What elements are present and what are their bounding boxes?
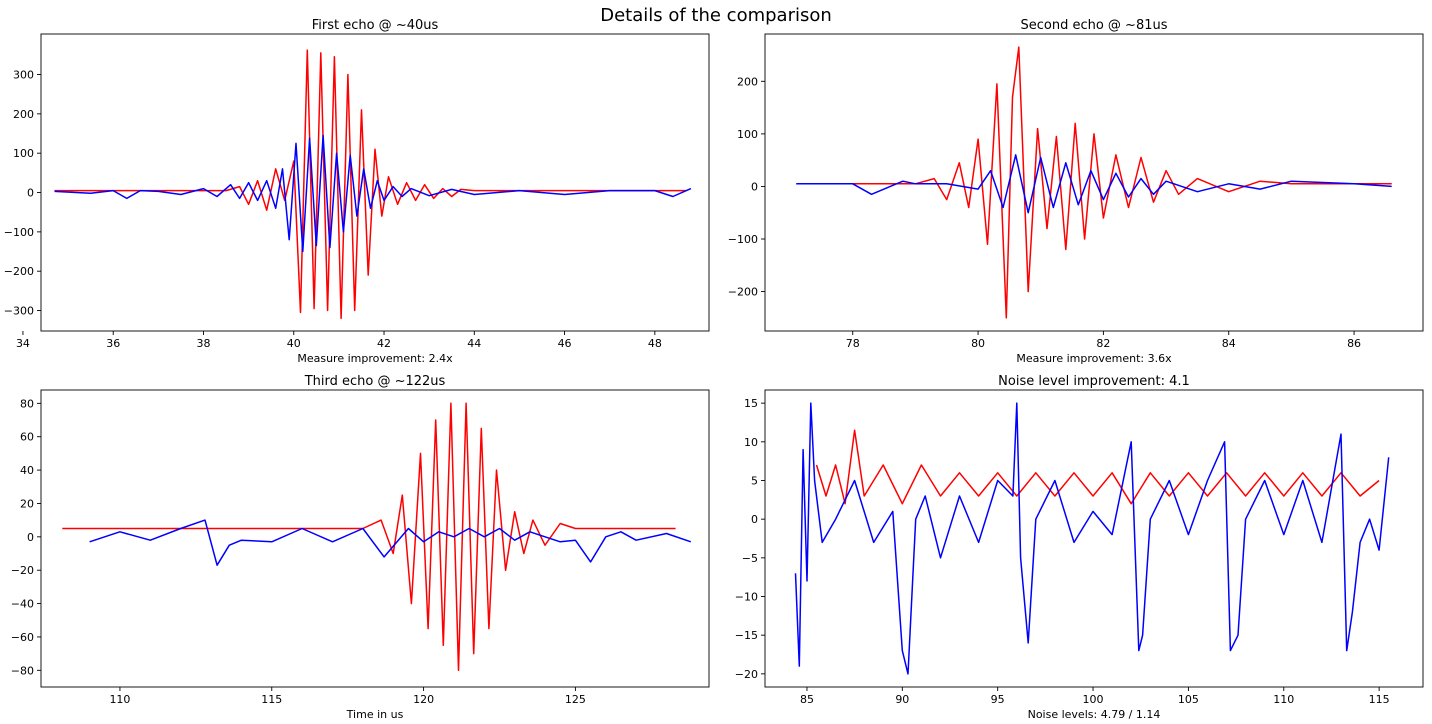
panel-title: First echo @ ~40us <box>312 18 439 33</box>
panel-title: Second echo @ ~81us <box>1020 18 1167 33</box>
y-tick-label: 100 <box>737 128 758 141</box>
y-tick-label: −10 <box>735 591 758 604</box>
plot-frame <box>40 33 710 332</box>
x-axis-label: Measure improvement: 2.4x <box>297 352 453 365</box>
x-tick-label: 36 <box>106 337 120 350</box>
y-tick-label: 10 <box>744 436 758 449</box>
x-tick-label: 38 <box>196 337 210 350</box>
y-tick-label: −40 <box>11 598 34 611</box>
y-tick-label: −20 <box>735 668 758 681</box>
x-tick-label: 110 <box>109 693 130 706</box>
x-tick-label: 86 <box>1347 337 1361 350</box>
panel-title: Noise level improvement: 4.1 <box>998 374 1190 389</box>
x-tick-label: 42 <box>377 337 391 350</box>
series-line-1 <box>796 46 1392 319</box>
y-tick-label: −80 <box>11 664 34 677</box>
x-tick-label: 44 <box>467 337 481 350</box>
x-tick-label: 115 <box>261 693 282 706</box>
y-tick-label: 20 <box>20 497 34 510</box>
x-tick-label: 85 <box>800 693 814 706</box>
x-tick-label: 48 <box>648 337 662 350</box>
series-line-2 <box>796 154 1392 214</box>
panel-title: Third echo @ ~122us <box>304 374 446 389</box>
x-tick-label: 82 <box>1096 337 1110 350</box>
y-tick-label: 40 <box>20 464 34 477</box>
x-tick-label: 78 <box>846 337 860 350</box>
y-tick-label: 300 <box>13 69 34 82</box>
x-tick-label: 125 <box>565 693 586 706</box>
plot-frame <box>40 389 710 688</box>
x-tick-label: 115 <box>1369 693 1390 706</box>
figure-suptitle: Details of the comparison <box>600 5 832 26</box>
y-tick-label: 0 <box>27 187 34 200</box>
series-line-1 <box>815 429 1380 505</box>
plot-frame <box>764 389 1424 688</box>
plot-frame <box>764 33 1424 332</box>
y-tick-label: 5 <box>751 474 758 487</box>
x-tick-label: 46 <box>558 337 572 350</box>
y-tick-label: 60 <box>20 431 34 444</box>
y-tick-label: −5 <box>742 552 758 565</box>
x-tick-label: 84 <box>1222 337 1236 350</box>
series-line-2 <box>794 402 1390 675</box>
y-tick-label: 100 <box>13 147 34 160</box>
y-tick-label: −300 <box>4 305 34 318</box>
y-tick-label: 15 <box>744 397 758 410</box>
panel-2: Second echo @ ~81us 78 80 82 84 86 −200 −100 0 10… <box>728 18 1424 365</box>
x-tick-label: 100 <box>1083 693 1104 706</box>
series-line-2 <box>89 519 692 566</box>
y-tick-label: 200 <box>13 108 34 121</box>
y-tick-label: −200 <box>4 265 34 278</box>
series-line-2 <box>54 134 692 253</box>
x-tick-label: 40 <box>287 337 301 350</box>
x-axis-label: Noise levels: 4.79 / 1.14 <box>1028 708 1161 721</box>
x-tick-label: 120 <box>413 693 434 706</box>
y-tick-label: 0 <box>751 180 758 193</box>
y-tick-label: −60 <box>11 631 34 644</box>
x-tick-label: 95 <box>991 693 1005 706</box>
series-line-1 <box>54 49 687 320</box>
y-tick-label: −20 <box>11 564 34 577</box>
y-tick-label: 0 <box>751 513 758 526</box>
x-axis-label: Measure improvement: 3.6x <box>1016 352 1172 365</box>
x-tick-label: 34 <box>16 337 30 350</box>
panel-1: First echo @ ~40us 34 36 38 40 42 44 46 48 −300 −2… <box>4 18 710 365</box>
y-tick-label: 200 <box>737 75 758 88</box>
x-tick-label: 110 <box>1273 693 1294 706</box>
x-tick-label: 80 <box>971 337 985 350</box>
x-tick-label: 105 <box>1178 693 1199 706</box>
y-tick-label: −100 <box>728 233 758 246</box>
y-tick-label: 80 <box>20 397 34 410</box>
y-tick-label: −100 <box>4 226 34 239</box>
x-axis-label: Time in us <box>346 708 404 721</box>
y-tick-label: 0 <box>27 531 34 544</box>
panel-4: Noise level improvement: 4.185 90 95 100 105… <box>735 374 1424 721</box>
y-tick-label: −15 <box>735 629 758 642</box>
x-tick-label: 90 <box>895 693 909 706</box>
panel-3: Third echo @ ~122us 110 115 120 125 −80 −60 −40… <box>11 374 710 721</box>
y-tick-label: −200 <box>728 286 758 299</box>
